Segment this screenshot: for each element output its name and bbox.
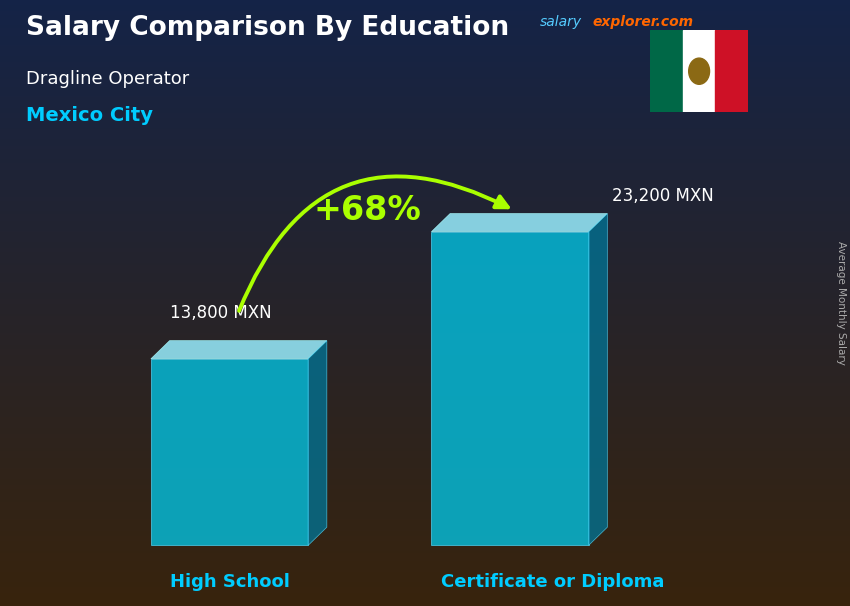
Polygon shape xyxy=(309,341,326,545)
Text: Average Monthly Salary: Average Monthly Salary xyxy=(836,241,846,365)
Text: Certificate or Diploma: Certificate or Diploma xyxy=(441,573,664,591)
Text: 23,200 MXN: 23,200 MXN xyxy=(612,187,714,204)
Text: explorer.com: explorer.com xyxy=(592,15,694,29)
Text: salary: salary xyxy=(540,15,582,29)
Polygon shape xyxy=(151,341,326,359)
Circle shape xyxy=(688,58,710,84)
Polygon shape xyxy=(431,231,588,545)
Text: Dragline Operator: Dragline Operator xyxy=(26,70,189,88)
Polygon shape xyxy=(151,359,309,545)
Polygon shape xyxy=(588,213,607,545)
Text: Salary Comparison By Education: Salary Comparison By Education xyxy=(26,15,508,41)
Bar xyxy=(683,30,716,112)
Text: High School: High School xyxy=(169,573,290,591)
Polygon shape xyxy=(431,213,607,231)
Text: Mexico City: Mexico City xyxy=(26,106,152,125)
Text: 13,800 MXN: 13,800 MXN xyxy=(170,304,272,322)
Bar xyxy=(716,30,748,112)
Bar xyxy=(650,30,683,112)
Text: +68%: +68% xyxy=(314,194,422,227)
